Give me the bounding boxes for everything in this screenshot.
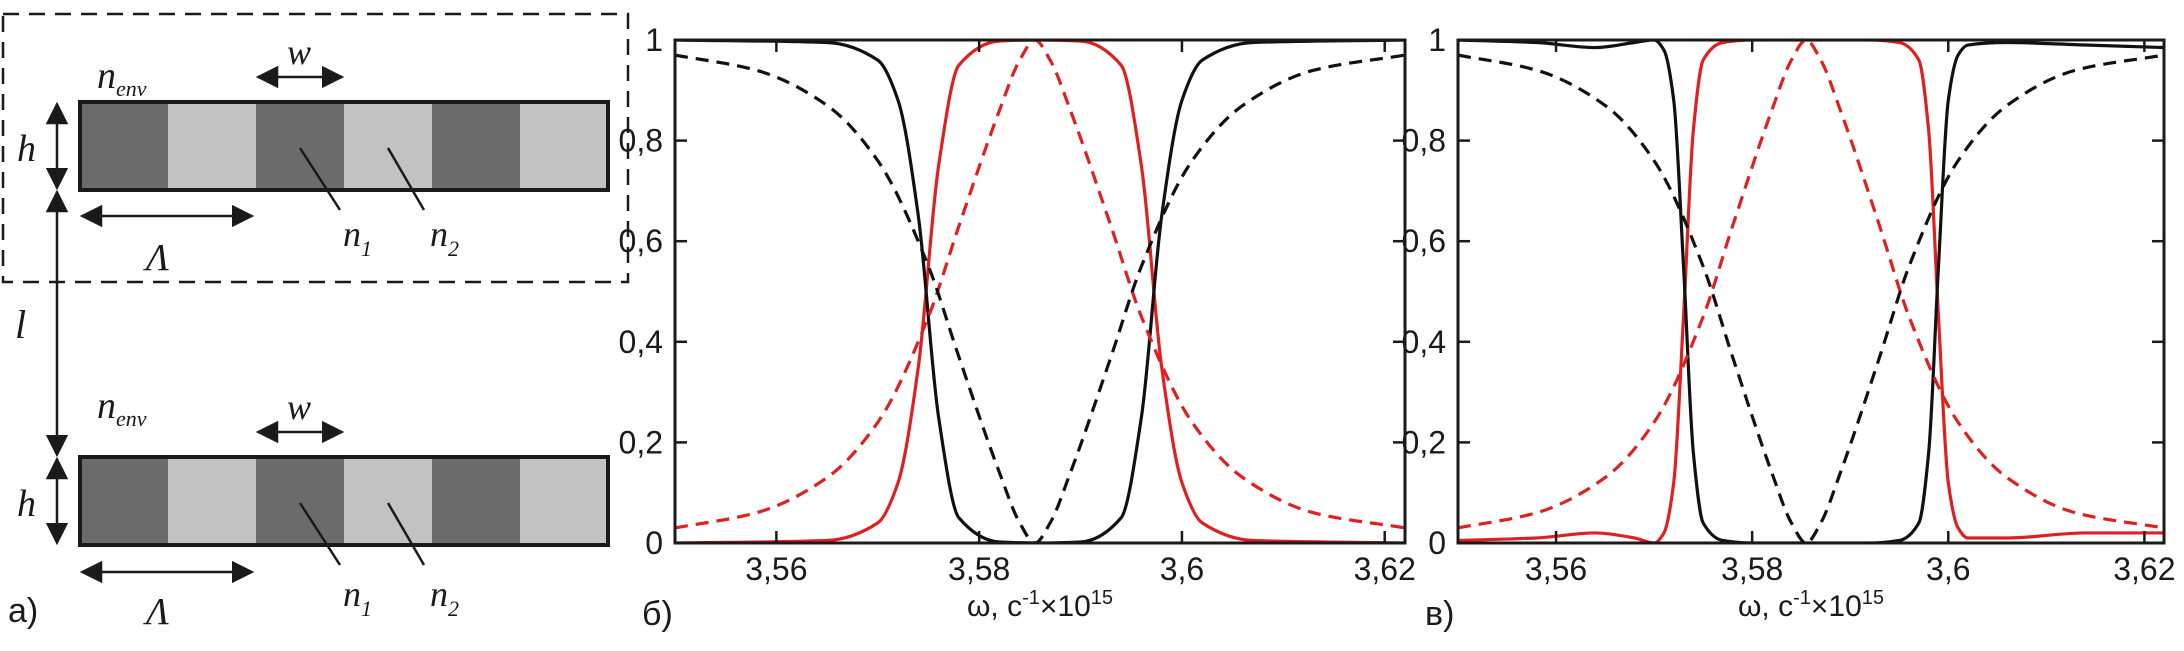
y-tick-label: 0,4: [619, 324, 663, 360]
h-label: h: [17, 483, 36, 525]
n1-leader: [298, 502, 342, 566]
y-tick-label: 0,8: [1402, 123, 1446, 159]
n1-label: n1: [343, 574, 372, 621]
panel-label: б): [642, 595, 673, 633]
plot-frame: [1456, 38, 2166, 545]
y-tick-label: 0: [645, 525, 663, 561]
x-tick-label: 3,62: [1354, 551, 1416, 587]
x-axis-label: ω, c-1×1015: [1738, 587, 1884, 623]
n-env-label: nenv: [97, 385, 147, 431]
n2-leader: [386, 502, 426, 566]
chart-panel-c: 0 0,2 0,4 0,6 0,8 1 3,56 3,58 3,6 3,62 ω, c-1×1015…: [1402, 22, 2176, 633]
n2-label: n2: [430, 214, 459, 261]
grating-cell-dark: [432, 457, 520, 545]
grating-cell-dark: [80, 457, 168, 545]
y-tick-label: 0,2: [1402, 424, 1446, 460]
y-tick-label: 0,4: [1402, 324, 1446, 360]
grating-cell-light: [520, 102, 608, 190]
y-tick-label: 0,6: [1402, 223, 1446, 259]
grating-cell-light: [344, 102, 432, 190]
x-tick-label: 3,58: [1721, 551, 1783, 587]
grating-cell-light: [168, 102, 256, 190]
grating-cell-dark: [432, 102, 520, 190]
x-tick-label: 3,56: [745, 551, 807, 587]
series-line: [675, 40, 1405, 543]
n2-leader: [386, 147, 426, 211]
bottom-grating: [78, 455, 610, 547]
series-group: [675, 40, 1405, 543]
x-tick-label: 3,62: [2113, 551, 2175, 587]
series-line: [675, 40, 1405, 543]
grating-outline: [78, 455, 610, 547]
grating-cell-dark: [256, 102, 344, 190]
series-line: [675, 53, 1405, 543]
y-tick-label: 0,8: [619, 123, 663, 159]
period-label: Λ: [143, 591, 169, 633]
y-tick-label: 0,6: [619, 223, 663, 259]
chart-panel-b: 0 0,2 0,4 0,6 0,8 1 3,56 3,58 3,6 3,62 ω, c-1×1015…: [619, 22, 1416, 633]
w-label: w: [287, 32, 311, 72]
grating-outline: [78, 100, 610, 192]
grating-schematic: nenv nenv w w h h Λ Λ l n1 n2 n1 n2 а): [1, 12, 630, 633]
panel-label: а): [8, 592, 38, 630]
n1-leader: [298, 147, 342, 211]
panel-label: в): [1425, 595, 1454, 633]
series-line: [675, 40, 1405, 530]
grating-cell-light: [168, 457, 256, 545]
y-tick-label: 1: [645, 22, 663, 58]
grating-cell-dark: [256, 457, 344, 545]
separation-label: l: [15, 302, 26, 347]
series-line: [1458, 40, 2164, 543]
unit-cell-boundary: [1, 12, 630, 284]
series-line: [1458, 53, 2164, 543]
n-env-label: nenv: [97, 55, 147, 101]
w-label: w: [287, 387, 311, 427]
plot-frame: [673, 38, 1407, 545]
grating-cell-light: [344, 457, 432, 545]
h-label: h: [17, 128, 36, 170]
x-tick-label: 3,56: [1525, 551, 1587, 587]
y-tick-label: 0: [1428, 525, 1446, 561]
y-tick-label: 1: [1428, 22, 1446, 58]
x-tick-label: 3,58: [948, 551, 1010, 587]
y-tick-label: 0,2: [619, 424, 663, 460]
series-line: [1458, 40, 2164, 530]
n2-label: n2: [430, 574, 459, 621]
series-group: [1458, 40, 2164, 543]
period-label: Λ: [143, 237, 169, 279]
top-grating: [78, 100, 610, 192]
n1-label: n1: [343, 214, 372, 261]
grating-cell-dark: [80, 102, 168, 190]
x-axis-label: ω, c-1×1015: [967, 587, 1113, 623]
x-tick-label: 3,6: [1926, 551, 1970, 587]
series-line: [1458, 40, 2164, 543]
grating-cell-light: [520, 457, 608, 545]
x-tick-label: 3,6: [1160, 551, 1204, 587]
